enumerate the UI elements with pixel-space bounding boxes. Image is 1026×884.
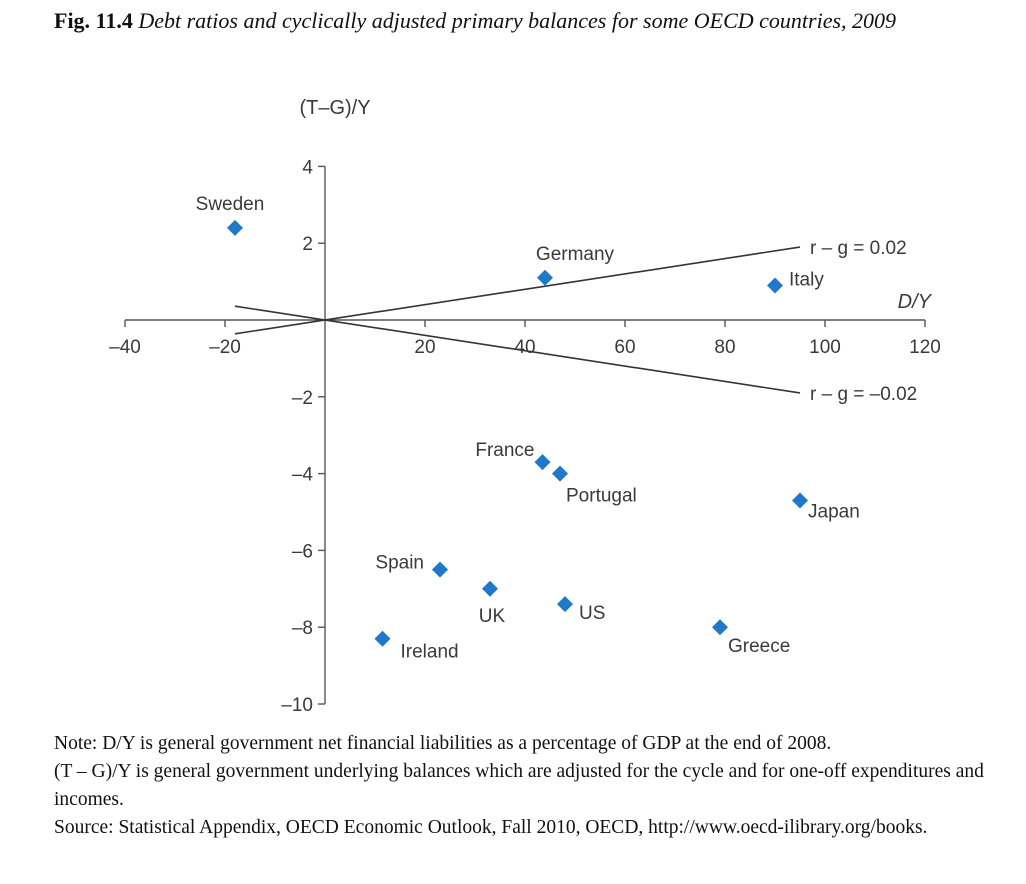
x-tick-label: 100 [809,337,841,358]
figure-title: Debt ratios and cyclically adjusted prim… [138,8,897,33]
data-point-marker [227,219,243,236]
data-point-label: US [579,603,605,624]
y-axis-label: (T–G)/Y [299,97,370,119]
data-point-label: Italy [789,269,824,290]
y-tick-label: 2 [302,234,313,255]
scatter-chart: –40 –20 20 40 60 80 100 120 4 2 –2 –4 –6 –8 –10 r – g … [109,97,941,716]
x-tick-label: 20 [414,337,435,358]
data-points: Sweden Germany Italy France Portugal Japan Spa… [196,194,860,663]
data-point-marker [557,596,573,613]
x-tick-label: 80 [714,337,735,358]
figure-label: Fig. 11.4 [54,8,133,33]
data-point-label: UK [479,606,506,627]
data-point-marker [552,465,568,482]
reference-line [234,246,801,335]
reference-lines: r – g = 0.02 r – g = –0.02 [234,238,917,405]
x-tick-label: –20 [209,337,241,358]
x-tick-label: 120 [909,337,941,358]
figure-caption: Fig. 11.4 Debt ratios and cyclically adj… [54,4,954,38]
data-point-marker [374,630,391,647]
x-axis-label: D/Y [898,291,933,313]
data-point-label: Japan [808,501,860,522]
reference-line [234,305,801,394]
reference-line-label: r – g = –0.02 [810,384,917,405]
data-point-marker [482,580,498,597]
x-tick-label: –40 [109,337,141,358]
figure-note: Note: D/Y is general government net fina… [54,733,984,838]
y-tick-label: –8 [292,618,313,639]
y-tick-label: –10 [281,695,313,716]
data-point-marker [432,561,448,578]
data-point-marker [712,619,728,636]
data-point-label: Greece [728,636,790,657]
y-tick-label: –4 [292,465,314,486]
x-tick-label: 40 [514,337,535,358]
data-point-marker [537,269,553,286]
data-point-label: Portugal [566,486,637,507]
y-tick-label: –2 [292,388,313,409]
data-point-label: Germany [536,244,615,265]
data-point-label: Sweden [196,194,265,215]
chart-axes: –40 –20 20 40 60 80 100 120 4 2 –2 –4 –6 –8 –10 [109,157,941,716]
reference-line-label: r – g = 0.02 [810,238,907,259]
x-tick-label: 60 [614,337,635,358]
data-point-label: Spain [375,553,424,574]
data-point-marker [792,492,808,509]
data-point-label: France [475,440,534,461]
data-point-marker [767,277,783,294]
data-point-label: Ireland [401,642,459,663]
y-tick-label: 4 [302,157,313,178]
data-point-marker [534,454,551,471]
y-tick-label: –6 [292,541,313,562]
